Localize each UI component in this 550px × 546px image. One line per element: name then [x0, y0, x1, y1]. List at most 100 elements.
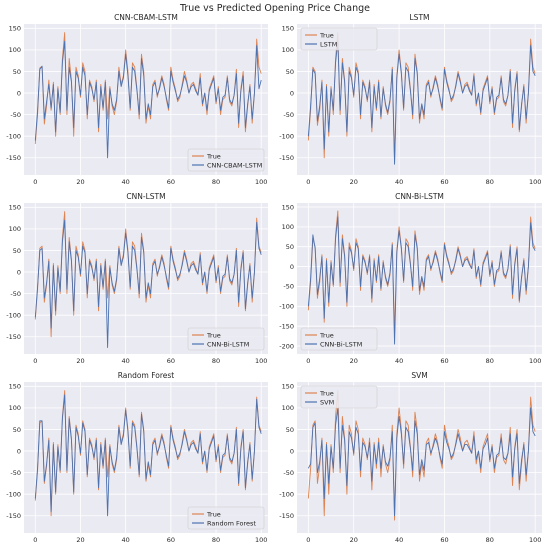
- x-tick-label: 40: [122, 536, 130, 544]
- y-tick-label: -50: [283, 469, 294, 477]
- legend-label: True: [206, 510, 221, 518]
- y-tick-label: -100: [6, 311, 21, 319]
- x-tick-label: 20: [350, 357, 358, 365]
- y-tick-label: 150: [9, 25, 21, 33]
- y-tick-label: -150: [279, 512, 294, 520]
- chart-panel: 0 20 40 60 80 100150100500-50-100-150SVMTrueS…: [279, 371, 542, 544]
- legend-label: Random Forest: [207, 519, 256, 527]
- legend-label: True: [319, 389, 334, 397]
- x-tick-label: 80: [212, 536, 220, 544]
- x-tick-label: 20: [76, 178, 84, 186]
- y-tick-label: 150: [282, 383, 294, 391]
- legend-box: [300, 327, 378, 351]
- y-tick-label: -50: [10, 111, 21, 119]
- y-tick-label: 100: [9, 404, 21, 412]
- x-tick-label: 80: [486, 536, 494, 544]
- legend-label: True: [206, 331, 221, 339]
- y-tick-label: 100: [282, 223, 294, 231]
- chart-panel: 0 20 40 60 80 100 150 100 50 0 -50 -100 -150 CNN-CBAM…: [6, 13, 268, 186]
- x-tick-label: 0: [306, 178, 310, 186]
- x-tick-label: 100: [529, 536, 541, 544]
- y-tick-label: -150: [279, 322, 294, 330]
- chart-panel: 0 20 40 60 80 100150100500-50-100-150LSTMTrue…: [279, 13, 542, 186]
- y-tick-label: 0: [17, 268, 21, 276]
- x-tick-label: 80: [486, 357, 494, 365]
- y-tick-label: 150: [9, 204, 21, 212]
- x-tick-label: 0: [306, 536, 310, 544]
- y-tick-label: -150: [6, 333, 21, 341]
- y-tick-label: 0: [290, 89, 294, 97]
- y-tick-label: -50: [10, 290, 21, 298]
- chart-panel: 0 20 40 60 80 100 150 100 50 0 -50 -100 -150 Random F…: [6, 371, 268, 544]
- y-tick-label: 0: [17, 89, 21, 97]
- y-tick-label: -100: [279, 303, 294, 311]
- panel-title: CNN-CBAM-LSTM: [114, 13, 178, 22]
- y-tick-label: 50: [286, 243, 294, 251]
- x-tick-label: 80: [212, 178, 220, 186]
- y-tick-label: 100: [282, 46, 294, 54]
- legend-box: [300, 27, 378, 51]
- legend-box: [300, 385, 378, 409]
- y-tick-label: 150: [282, 203, 294, 211]
- series-line-predicted: [307, 216, 536, 345]
- legend-label: CNN-Bi-LSTM: [207, 340, 249, 348]
- chart-panel: 0 20 40 60 80 100 150 100 50 0 -50 -100 -150 -200 CNN-…: [279, 192, 542, 365]
- x-tick-label: 60: [440, 357, 448, 365]
- y-tick-label: 50: [13, 68, 21, 76]
- y-tick-label: 150: [9, 383, 21, 391]
- legend-label: CNN-CBAM-LSTM: [207, 161, 262, 169]
- panels-container: 0 20 40 60 80 100 150 100 50 0 -50 -100 -150 CNN-CBAM…: [6, 13, 542, 544]
- x-tick-label: 60: [440, 178, 448, 186]
- x-tick-label: 60: [167, 357, 175, 365]
- x-tick-label: 40: [395, 357, 403, 365]
- series-line-predicted: [307, 40, 536, 165]
- x-tick-label: 80: [486, 178, 494, 186]
- legend-label: CNN-Bi-LSTM: [320, 340, 362, 348]
- y-tick-label: -100: [6, 132, 21, 140]
- y-tick-label: 100: [282, 404, 294, 412]
- legend-label: SVM: [320, 398, 334, 406]
- x-tick-label: 20: [350, 178, 358, 186]
- y-tick-label: -50: [283, 111, 294, 119]
- y-tick-label: 150: [282, 25, 294, 33]
- y-tick-label: 100: [9, 46, 21, 54]
- x-tick-label: 100: [529, 357, 541, 365]
- panel-title: CNN-LSTM: [126, 192, 165, 201]
- x-tick-label: 100: [529, 178, 541, 186]
- x-tick-label: 0: [33, 357, 37, 365]
- legend-label: True: [319, 331, 334, 339]
- x-tick-label: 60: [167, 536, 175, 544]
- x-tick-label: 80: [212, 357, 220, 365]
- x-tick-label: 20: [76, 536, 84, 544]
- x-tick-label: 100: [255, 536, 267, 544]
- x-tick-label: 40: [395, 536, 403, 544]
- y-tick-label: 0: [290, 263, 294, 271]
- x-tick-label: 60: [167, 178, 175, 186]
- x-tick-label: 40: [122, 357, 130, 365]
- y-tick-label: -50: [283, 283, 294, 291]
- y-tick-label: 0: [290, 447, 294, 455]
- x-tick-label: 100: [255, 357, 267, 365]
- panel-title: LSTM: [410, 13, 430, 22]
- series-line-predicted: [34, 219, 262, 348]
- y-tick-label: 50: [286, 426, 294, 434]
- series-line-predicted: [307, 407, 536, 517]
- x-tick-label: 0: [306, 357, 310, 365]
- legend-label: True: [206, 152, 221, 160]
- figure-title: True vs Predicted Opening Price Change: [179, 3, 370, 14]
- x-tick-label: 20: [76, 357, 84, 365]
- x-tick-label: 20: [350, 536, 358, 544]
- panel-title: CNN-Bi-LSTM: [395, 192, 444, 201]
- legend-box: [187, 506, 265, 530]
- y-tick-label: -50: [10, 469, 21, 477]
- x-tick-label: 60: [440, 536, 448, 544]
- series-line-predicted: [34, 394, 262, 517]
- legend-box: [187, 148, 265, 172]
